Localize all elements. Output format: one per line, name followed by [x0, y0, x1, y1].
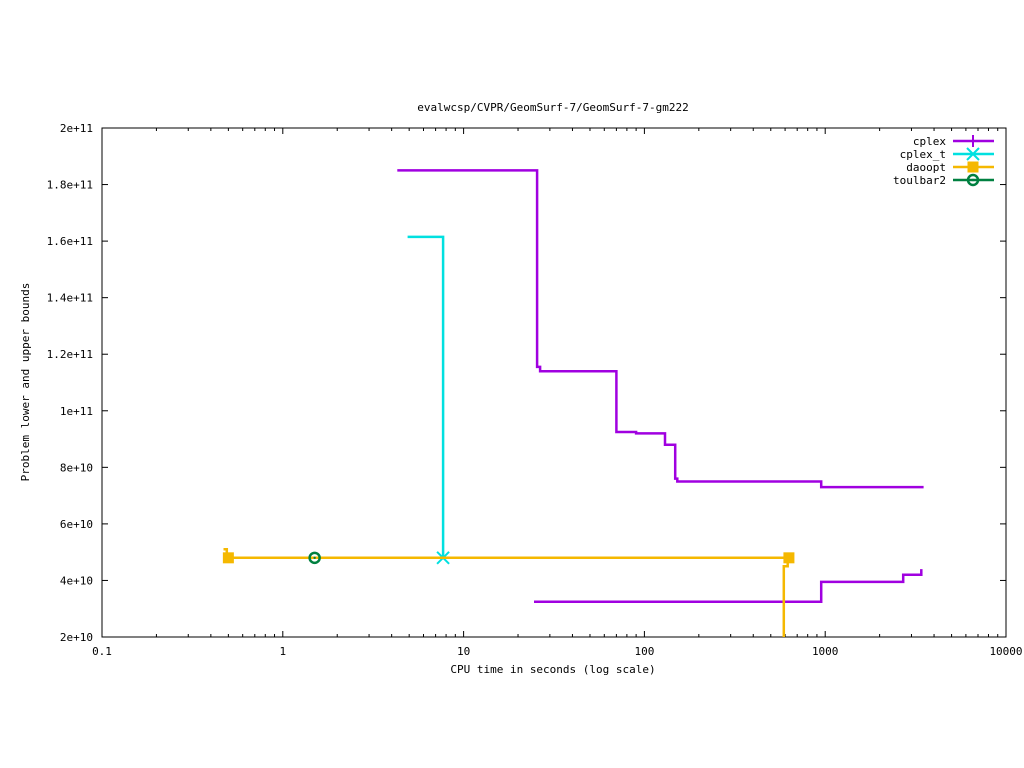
- plot-frame: [101, 127, 1007, 638]
- legend-label: toulbar2: [893, 174, 946, 187]
- y-axis: 2e+10 4e+10 6e+10 8e+10 1e+11 1.2e+11 1.4e+11 1…: [47, 122, 1006, 644]
- y-tick-label: 8e+10: [60, 461, 93, 474]
- y-axis-label: Problem lower and upper bounds: [19, 283, 32, 482]
- series-line: [397, 169, 924, 489]
- legend-label: cplex: [913, 135, 946, 148]
- y-tick-label: 2e+10: [60, 631, 93, 644]
- series-marker: [783, 552, 795, 564]
- series-toulbar2: [308, 551, 321, 565]
- series-layer: [222, 169, 924, 637]
- x-axis: 0.1 1 10 100 1000 10000: [92, 128, 1023, 658]
- series-marker: [967, 161, 979, 173]
- series-marker: [966, 147, 980, 161]
- series-marker: [308, 551, 321, 565]
- y-tick-label: 4e+10: [60, 574, 93, 587]
- series-marker: [966, 173, 980, 187]
- series-cplex: [397, 169, 924, 603]
- legend-label: cplex_t: [900, 148, 946, 161]
- y-tick-label: 1.4e+11: [47, 292, 93, 305]
- series-marker: [967, 135, 979, 147]
- y-tick-label: 1e+11: [60, 405, 93, 418]
- y-tick-label: 1.2e+11: [47, 348, 93, 361]
- legend-label: daoopt: [906, 161, 946, 174]
- y-tick-label: 1.6e+11: [47, 235, 93, 248]
- x-tick-label: 1: [279, 645, 286, 658]
- y-tick-label: 2e+11: [60, 122, 93, 135]
- x-tick-label: 1000: [812, 645, 839, 658]
- y-tick-label: 6e+10: [60, 518, 93, 531]
- x-tick-label: 0.1: [92, 645, 112, 658]
- series-line: [534, 569, 923, 603]
- series-line: [223, 548, 788, 560]
- x-tick-label: 10000: [989, 645, 1022, 658]
- x-tick-label: 10: [457, 645, 470, 658]
- x-tick-label: 100: [634, 645, 654, 658]
- series-cplex-t: [407, 235, 788, 565]
- series-line: [407, 235, 788, 560]
- chart-title: evalwcsp/CVPR/GeomSurf-7/GeomSurf-7-gm22…: [417, 101, 689, 114]
- series-line: [782, 557, 789, 637]
- series-marker: [222, 552, 234, 564]
- series-daoopt: [222, 548, 795, 637]
- y-tick-label: 1.8e+11: [47, 179, 93, 192]
- x-axis-label: CPU time in seconds (log scale): [450, 663, 655, 676]
